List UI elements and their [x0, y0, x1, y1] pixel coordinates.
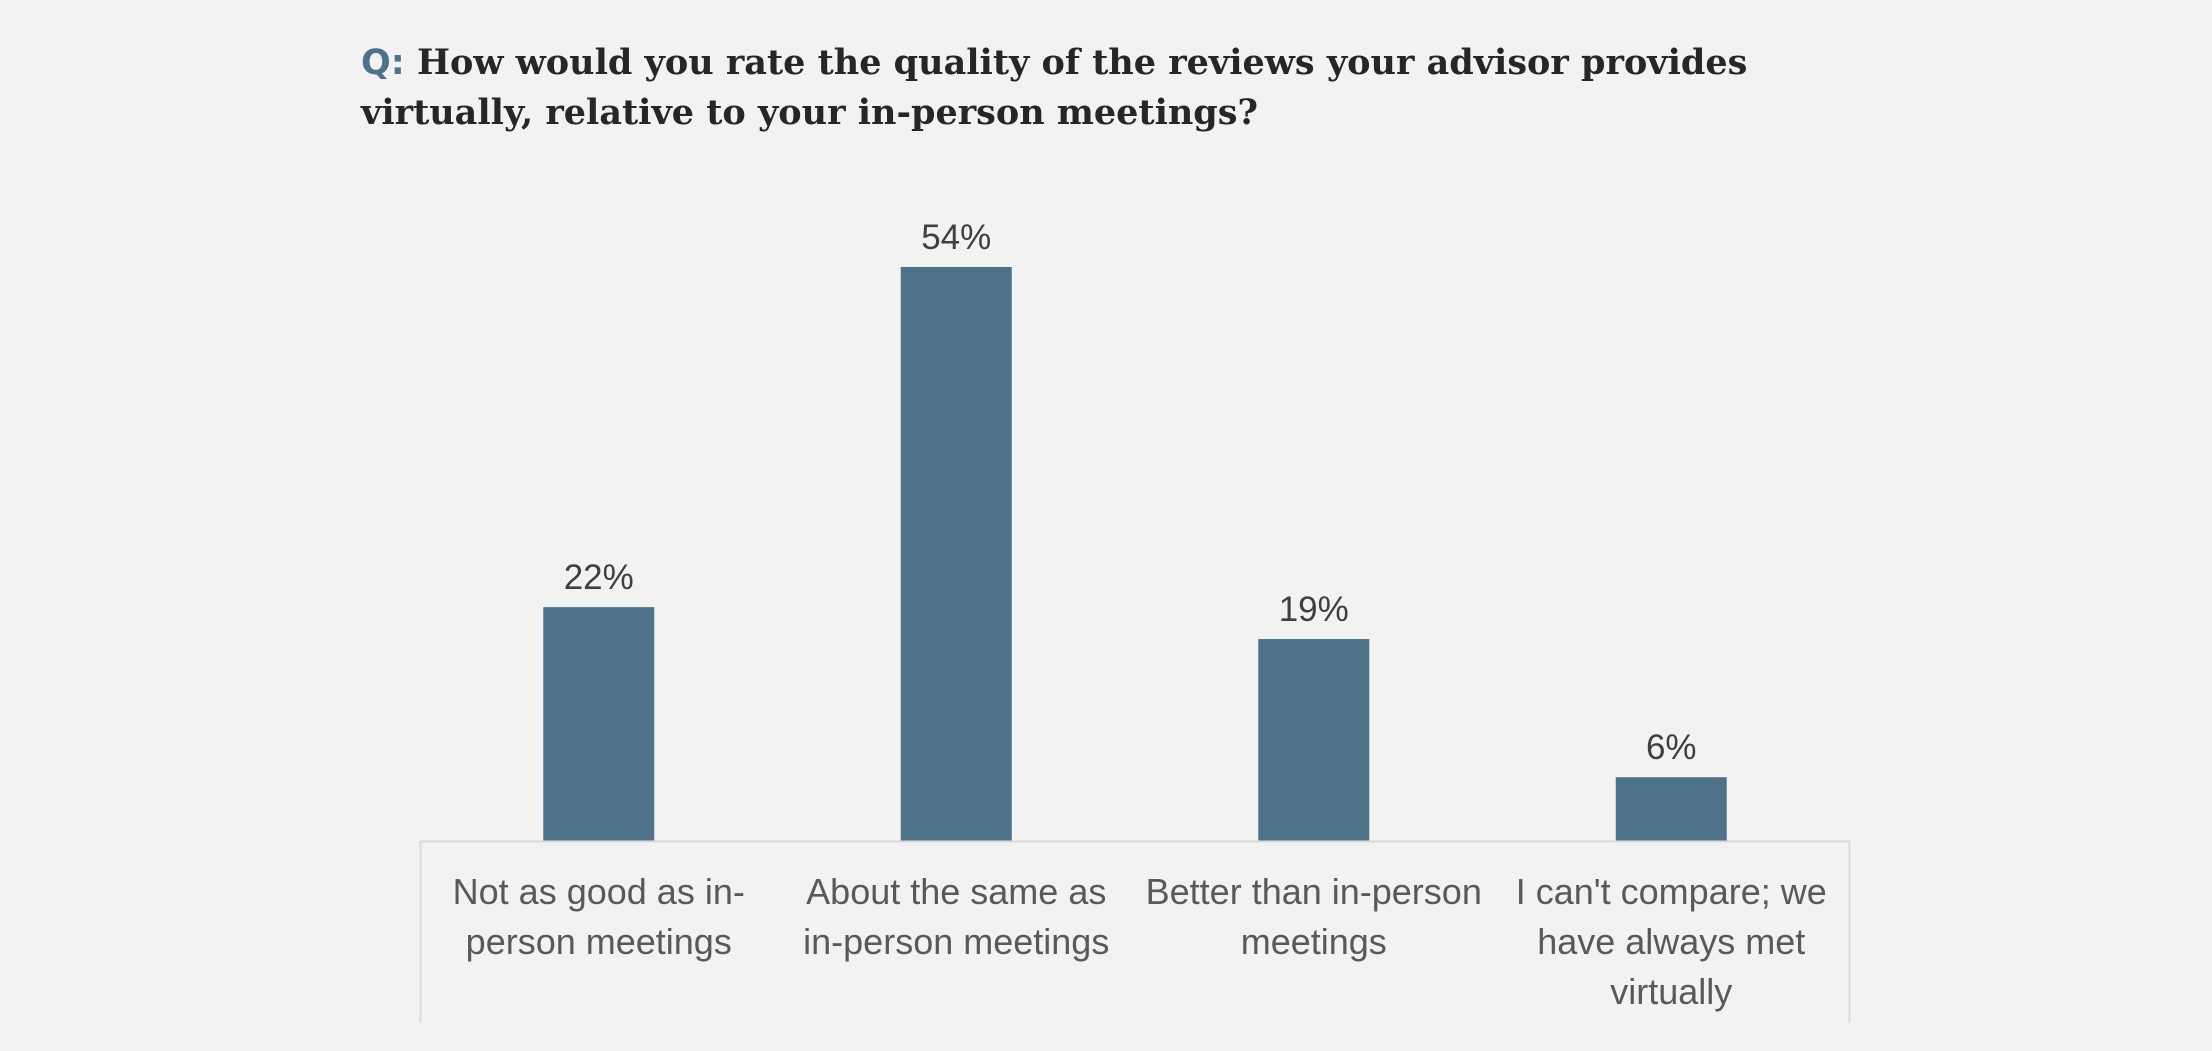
category-axis-frame	[419, 840, 1851, 1023]
category-label-4: I can't compare; we have always met virt…	[1515, 871, 1827, 1012]
bar-4	[1615, 777, 1727, 841]
question-prefix: Q:	[361, 43, 405, 83]
bar-2	[900, 266, 1012, 842]
chart-question-title: Q: How would you rate the quality of the…	[361, 38, 1881, 138]
data-label-3: 19%	[1279, 590, 1349, 629]
data-label-1: 22%	[564, 558, 634, 597]
data-label-2: 54%	[921, 218, 991, 257]
question-text: How would you rate the quality of the re…	[361, 42, 1748, 133]
data-label-4: 6%	[1646, 728, 1697, 767]
category-label-2: About the same as in-person meetings	[803, 871, 1110, 962]
bars-group	[543, 266, 1727, 842]
data-labels-group: 22% 54% 19% 6%	[564, 218, 1697, 767]
category-label-1: Not as good as in-person meetings	[452, 871, 745, 962]
bar-1	[543, 607, 655, 841]
bar-3	[1258, 639, 1370, 841]
category-label-3: Better than in-person meetings	[1145, 871, 1482, 962]
